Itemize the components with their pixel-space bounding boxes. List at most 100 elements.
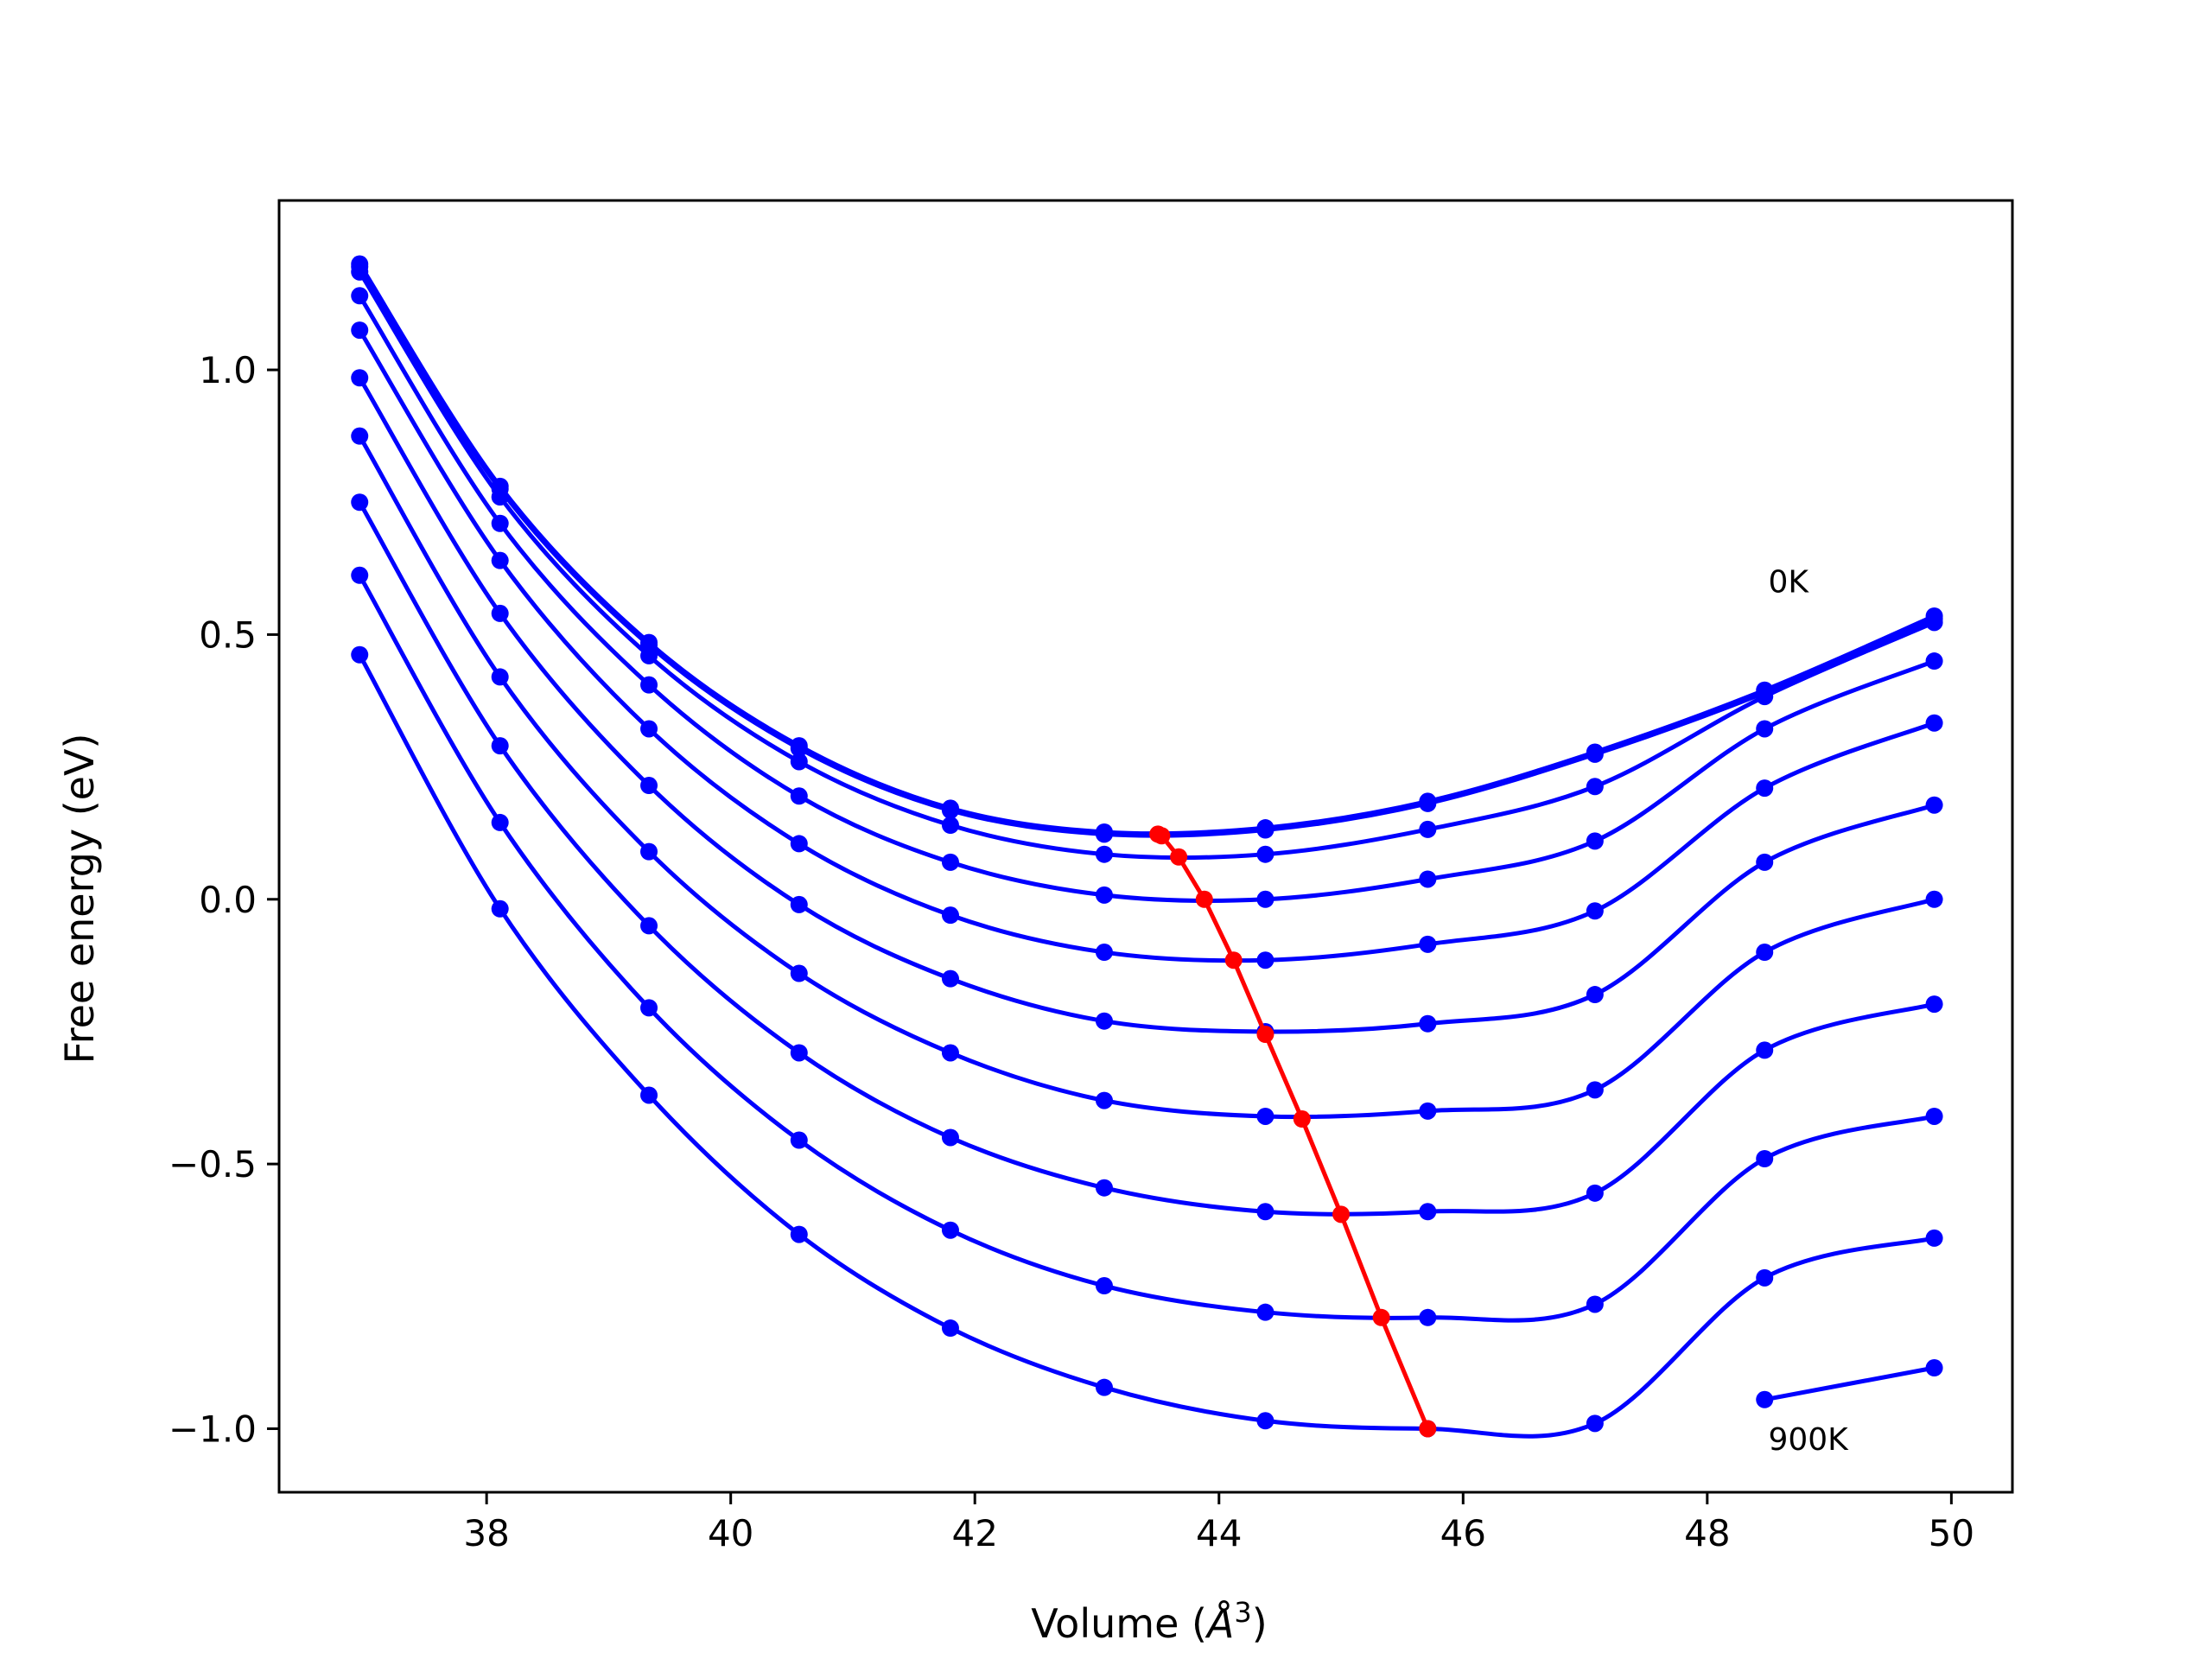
isotherm-point-7-7 [1419, 1203, 1437, 1221]
isotherm-point-3-2 [640, 676, 658, 694]
isotherm-series-8 [351, 566, 1943, 1326]
x-axis-label-prefix: Volume ( [1031, 1600, 1207, 1647]
minimum-point-5 [1256, 1026, 1274, 1044]
isotherm-point-8-0 [351, 566, 369, 584]
isotherm-point-5-7 [1419, 1014, 1437, 1033]
isotherm-point-8-7 [1419, 1308, 1437, 1326]
isotherm-point-4-7 [1419, 935, 1437, 953]
x-tick-label-0: 38 [463, 1512, 509, 1554]
isotherm-series-9 [351, 645, 1943, 1439]
isotherm-point-4-5 [1095, 944, 1113, 962]
isotherm-point-1-8 [1586, 745, 1604, 763]
isotherm-point-2-10 [1925, 613, 1943, 632]
isotherm-series-1 [351, 257, 1943, 843]
isotherm-point-3-7 [1419, 870, 1437, 888]
isotherm-line-9 [358, 653, 1936, 1439]
isotherm-point-5-10 [1925, 796, 1943, 814]
isotherm-point-2-2 [640, 646, 658, 664]
isotherm-point-3-9 [1756, 720, 1774, 738]
isotherm-point-5-8 [1586, 986, 1604, 1004]
isotherm-point-9-2 [640, 1086, 658, 1104]
isotherm-point-6-3 [790, 964, 808, 982]
isotherm-series-4 [351, 321, 1943, 969]
isotherm-point-4-9 [1756, 779, 1774, 798]
isotherm-point-9-6 [1256, 1412, 1274, 1430]
isotherm-point-6-2 [640, 842, 658, 861]
isotherm-point-2-8 [1586, 778, 1604, 796]
x-tick-label-4: 46 [1440, 1512, 1486, 1554]
isotherm-point-9-4 [941, 1319, 959, 1338]
isotherm-point-8-4 [941, 1221, 959, 1239]
isotherm-point-9-9 [1756, 1268, 1774, 1287]
isotherm-point-3-6 [1256, 890, 1274, 908]
isotherm-series-2 [351, 263, 1943, 863]
isotherm-point-3-1 [491, 514, 509, 532]
isotherm-line-1 [358, 265, 1936, 838]
isotherm-point-4-1 [491, 551, 509, 569]
isotherm-series-6 [351, 427, 1943, 1125]
isotherm-point-3-8 [1586, 832, 1604, 850]
isotherm-point-1-5 [1095, 825, 1113, 843]
x-tick-label-6: 50 [1929, 1512, 1974, 1554]
isotherm-point-3-0 [351, 287, 369, 305]
isotherm-point-6-10 [1925, 890, 1943, 908]
plot-frame [277, 199, 2014, 1494]
isotherm-point-5-3 [790, 895, 808, 913]
isotherm-line-5 [358, 376, 1936, 1034]
isotherm-point-9-3 [790, 1225, 808, 1243]
isotherm-point-8-3 [790, 1131, 808, 1149]
x-axis-label-exp: 3 [1234, 1596, 1251, 1629]
isotherm-point-7-4 [941, 1128, 959, 1147]
isotherm-line-10 [1764, 1365, 1936, 1402]
x-axis-label-symbol: Å [1205, 1600, 1234, 1647]
isotherm-point-7-9 [1756, 1041, 1774, 1059]
isotherm-point-10-1 [1925, 1359, 1943, 1377]
isotherm-point-7-5 [1095, 1179, 1113, 1197]
isotherm-point-4-10 [1925, 714, 1943, 732]
isotherm-point-7-6 [1256, 1203, 1274, 1221]
isotherm-point-8-2 [640, 999, 658, 1017]
isotherm-point-8-10 [1925, 1107, 1943, 1125]
isotherm-point-9-10 [1925, 1229, 1943, 1247]
minimum-point-9 [1419, 1420, 1437, 1438]
minimum-point-1 [1153, 827, 1171, 845]
isotherm-point-2-6 [1256, 845, 1274, 863]
isotherm-point-5-2 [640, 777, 658, 795]
isotherm-point-1-4 [941, 801, 959, 819]
isotherm-line-7 [358, 500, 1936, 1217]
isotherm-point-1-3 [790, 740, 808, 758]
isotherm-line-8 [358, 574, 1936, 1323]
isotherm-point-2-4 [941, 816, 959, 834]
isotherm-point-4-3 [790, 835, 808, 853]
isotherm-point-3-3 [790, 787, 808, 805]
x-tick-label-2: 42 [951, 1512, 997, 1554]
annotation-900k: 900K [1768, 1422, 1849, 1458]
y-tick-label-4: 1.0 [199, 349, 257, 391]
minimum-point-8 [1372, 1308, 1390, 1326]
isotherm-point-6-5 [1095, 1091, 1113, 1109]
annotation-0k: 0K [1768, 564, 1809, 600]
isotherm-point-7-3 [790, 1044, 808, 1062]
isotherm-point-9-8 [1586, 1414, 1604, 1433]
isotherm-point-6-9 [1756, 944, 1774, 962]
isotherm-line-0 [358, 263, 1936, 836]
isotherm-point-9-1 [491, 899, 509, 918]
minimum-point-4 [1224, 951, 1243, 969]
isotherm-point-10-0 [1756, 1390, 1774, 1408]
isotherm-point-8-6 [1256, 1303, 1274, 1321]
x-axis-label: Volume (Å3) [1031, 1596, 1267, 1647]
isotherm-point-7-2 [640, 917, 658, 935]
isotherm-point-2-3 [790, 753, 808, 771]
isotherm-point-5-5 [1095, 1012, 1113, 1030]
isotherm-point-3-4 [941, 853, 959, 871]
isotherm-point-1-6 [1256, 821, 1274, 839]
isotherm-point-5-4 [941, 969, 959, 988]
isotherm-point-4-0 [351, 321, 369, 340]
isotherm-point-6-4 [941, 1044, 959, 1062]
isotherm-series-10 [1756, 1359, 1943, 1408]
y-axis-label: Free energy (eV) [56, 734, 103, 1065]
isotherm-point-7-8 [1586, 1184, 1604, 1202]
isotherm-point-4-6 [1256, 951, 1274, 969]
isotherm-point-9-0 [351, 645, 369, 664]
